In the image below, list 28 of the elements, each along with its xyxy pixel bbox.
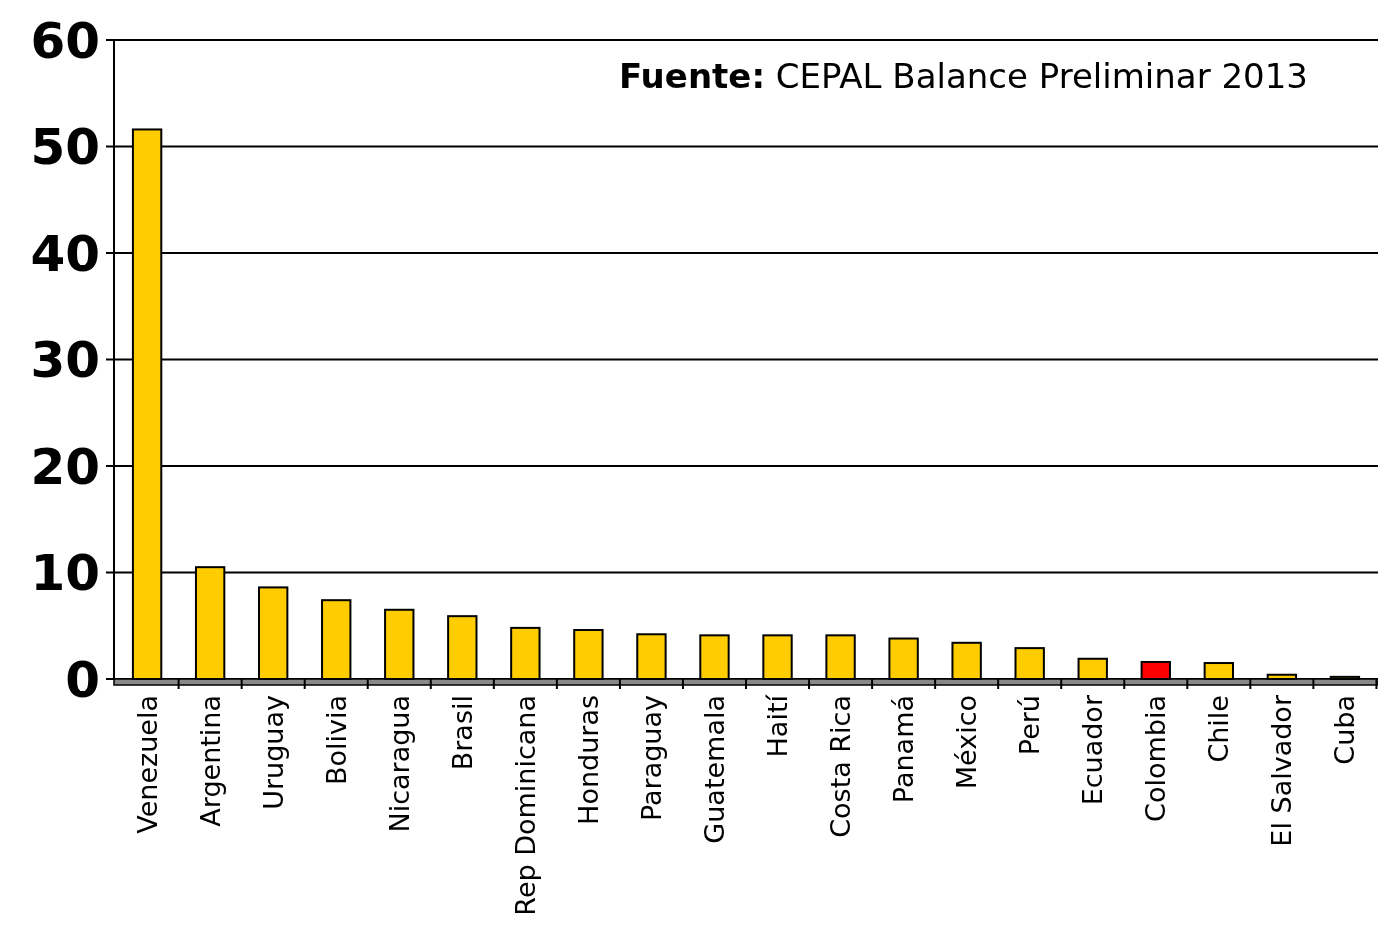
x-tick-label: Brasil [446, 695, 478, 771]
x-tick-label: Guatemala [698, 695, 730, 844]
x-tick-label: Haití [761, 693, 793, 758]
annotation: Fuente: CEPAL Balance Preliminar 2013 [619, 56, 1308, 96]
x-tick-label: México [951, 695, 983, 790]
y-tick-label: 20 [30, 437, 100, 496]
x-tick-label: Uruguay [257, 694, 289, 810]
x-tick-label: Bolivia [320, 695, 352, 786]
x-tick-label: Argentina [194, 695, 226, 827]
x-tick-label: Panamá [888, 695, 920, 804]
x-tick-label: Venezuela [131, 695, 163, 834]
x-tick-label: Nicaragua [383, 695, 415, 833]
y-tick-label: 50 [30, 118, 100, 176]
y-tick-label: 10 [30, 544, 100, 602]
x-tick-label: Costa Rica [825, 695, 857, 838]
x-tick-label: Rep Dominicana [509, 695, 541, 916]
y-tick-label: 60 [30, 11, 100, 70]
x-tick-label: Ecuador [1077, 694, 1109, 806]
x-tick-label: Chile [1203, 695, 1235, 763]
y-tick-label: 40 [30, 224, 100, 283]
x-tick-label: Cuba [1329, 695, 1361, 765]
x-tick-label: Perú [1014, 695, 1046, 756]
x-tick-label: Paraguay [635, 694, 667, 822]
y-tick-label: 30 [30, 331, 100, 389]
x-tick-label: Honduras [572, 695, 604, 825]
y-tick-label: 0 [65, 650, 100, 709]
x-tick-label: Colombia [1140, 695, 1172, 822]
x-tick-label: El Salvador [1266, 694, 1298, 847]
